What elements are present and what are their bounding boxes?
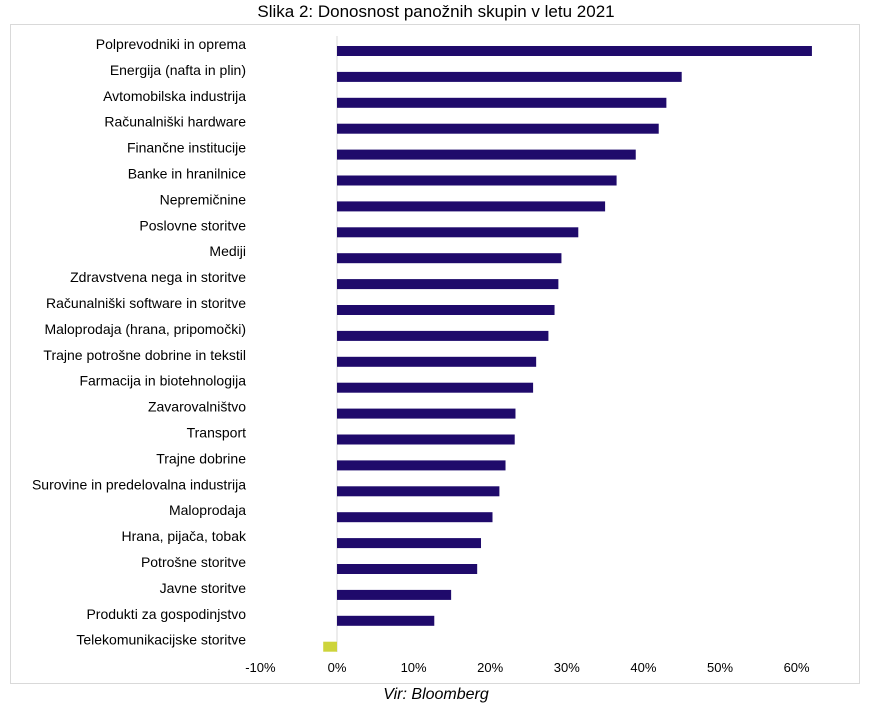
- category-label: Surovine in predelovalna industrija: [32, 476, 246, 492]
- bar: [337, 538, 482, 549]
- category-label: Banke in hranilnice: [128, 166, 247, 182]
- chart-title: Slika 2: Donosnost panožnih skupin v let…: [257, 2, 615, 21]
- bar: [337, 201, 606, 212]
- bar: [337, 486, 500, 497]
- category-label: Polprevodniki in oprema: [96, 36, 246, 52]
- bar: [337, 305, 555, 315]
- bar: [337, 253, 562, 264]
- category-label: Produkti za gospodinjstvo: [86, 606, 246, 622]
- bar: [337, 564, 478, 574]
- bar: [337, 512, 493, 523]
- x-tick-label: 60%: [784, 660, 810, 675]
- category-label: Trajne potrošne dobrine in tekstil: [43, 347, 246, 363]
- category-label: Avtomobilska industrija: [103, 88, 246, 104]
- x-tick-label: 50%: [707, 660, 733, 675]
- chart-frame: [10, 24, 860, 684]
- bar: [337, 279, 559, 290]
- x-tick-label: 20%: [477, 660, 503, 675]
- x-tick-label: 10%: [401, 660, 427, 675]
- category-label: Trajne dobrine: [156, 450, 246, 466]
- bar: [337, 330, 549, 341]
- category-label: Poslovne storitve: [139, 217, 246, 233]
- bar: [337, 382, 534, 393]
- bar: [337, 149, 636, 160]
- category-label: Telekomunikacijske storitve: [76, 632, 246, 648]
- category-label: Maloprodaja (hrana, pripomočki): [44, 321, 246, 337]
- x-tick-label: 0%: [328, 660, 347, 675]
- bar: [337, 46, 812, 56]
- bar: [337, 434, 515, 445]
- bar: [337, 615, 435, 626]
- bar: [323, 641, 337, 652]
- category-label: Finančne institucije: [127, 140, 246, 156]
- category-label: Hrana, pijača, tobak: [121, 528, 247, 544]
- category-label: Potrošne storitve: [141, 554, 246, 570]
- category-label: Zavarovalništvo: [148, 399, 246, 415]
- bar: [337, 227, 579, 238]
- category-label: Javne storitve: [160, 580, 247, 596]
- category-label: Maloprodaja: [169, 502, 246, 518]
- category-label: Zdravstvena nega in storitve: [70, 269, 246, 285]
- x-tick-label: -10%: [245, 660, 276, 675]
- bar: [337, 175, 617, 186]
- bar: [337, 123, 659, 134]
- bar: [337, 97, 667, 108]
- bar: [337, 71, 682, 82]
- category-label: Računalniški hardware: [104, 114, 246, 130]
- category-label: Mediji: [209, 243, 246, 259]
- x-tick-label: 40%: [630, 660, 656, 675]
- category-label: Transport: [187, 425, 247, 441]
- bar: [337, 356, 537, 367]
- category-label: Računalniški software in storitve: [46, 295, 246, 311]
- bar: [337, 460, 506, 471]
- category-label: Nepremičnine: [160, 191, 247, 207]
- category-label: Farmacija in biotehnologija: [79, 373, 246, 389]
- bar: [337, 589, 452, 600]
- source-note: Vir: Bloomberg: [383, 686, 489, 703]
- category-label: Energija (nafta in plin): [110, 62, 246, 78]
- bar: [337, 408, 516, 419]
- x-tick-label: 30%: [554, 660, 580, 675]
